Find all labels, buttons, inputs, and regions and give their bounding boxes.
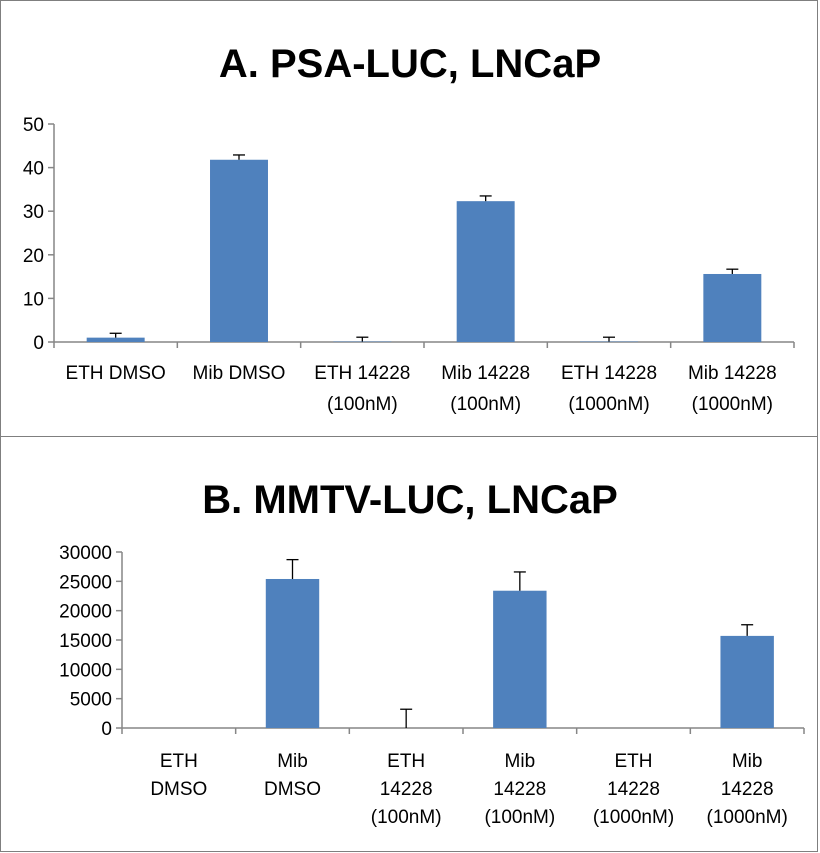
category-label: ETH 14228 bbox=[561, 363, 657, 384]
y-tick-label: 0 bbox=[33, 333, 44, 354]
category-label: ETH DMSO bbox=[66, 363, 166, 384]
bar bbox=[266, 579, 319, 728]
mmtv-luc-chart: B. MMTV-LUC, LNCaP 0 5000 10000 15000 20000 2… bbox=[1, 437, 819, 853]
y-tick-label: 20000 bbox=[59, 602, 112, 623]
category-label: Mib 14228 bbox=[441, 363, 530, 384]
bar bbox=[210, 160, 268, 342]
y-tick-label: 50 bbox=[23, 115, 44, 136]
y-tick-label: 30000 bbox=[59, 543, 112, 564]
y-tick-label: 10 bbox=[23, 289, 44, 310]
y-tick-label: 5000 bbox=[70, 690, 112, 711]
chart-title: A. PSA-LUC, LNCaP bbox=[219, 42, 601, 86]
category-label: Mib bbox=[277, 751, 308, 772]
y-tick-label: 25000 bbox=[59, 572, 112, 593]
bar bbox=[87, 338, 145, 342]
category-label: (1000nM) bbox=[593, 807, 674, 828]
y-tick-label: 40 bbox=[23, 159, 44, 180]
category-label: ETH bbox=[387, 751, 425, 772]
bar bbox=[457, 201, 515, 342]
y-tick-label: 0 bbox=[101, 719, 112, 740]
bar bbox=[703, 274, 761, 342]
category-label: (100nM) bbox=[484, 807, 555, 828]
chart-panel-mmtv-luc: B. MMTV-LUC, LNCaP 0 5000 10000 15000 20000 2… bbox=[0, 436, 818, 852]
category-label: (1000nM) bbox=[568, 394, 649, 415]
category-label: ETH bbox=[615, 751, 653, 772]
category-label: DMSO bbox=[150, 779, 207, 800]
category-label: ETH 14228 bbox=[314, 363, 410, 384]
category-label: (1000nM) bbox=[707, 807, 788, 828]
category-label: Mib bbox=[732, 751, 763, 772]
y-tick-label: 30 bbox=[23, 202, 44, 223]
psa-luc-chart: A. PSA-LUC, LNCaP 0 10 20 30 40 50 ETH DMSO Mib… bbox=[1, 1, 819, 438]
category-label: DMSO bbox=[264, 779, 321, 800]
category-label: Mib 14228 bbox=[688, 363, 777, 384]
y-tick-label: 15000 bbox=[59, 631, 112, 652]
category-label: Mib DMSO bbox=[193, 363, 286, 384]
category-label: 14228 bbox=[721, 779, 774, 800]
category-label: (100nM) bbox=[450, 394, 521, 415]
category-label: 14228 bbox=[607, 779, 660, 800]
category-label: 14228 bbox=[493, 779, 546, 800]
y-tick-label: 10000 bbox=[59, 660, 112, 681]
category-label: (100nM) bbox=[371, 807, 442, 828]
category-label: 14228 bbox=[380, 779, 433, 800]
y-tick-label: 20 bbox=[23, 246, 44, 267]
category-label: (1000nM) bbox=[692, 394, 773, 415]
category-label: ETH bbox=[160, 751, 198, 772]
bar bbox=[720, 636, 773, 728]
chart-panel-psa-luc: A. PSA-LUC, LNCaP 0 10 20 30 40 50 ETH DMSO Mib… bbox=[0, 0, 818, 437]
category-label: (100nM) bbox=[327, 394, 398, 415]
bar bbox=[493, 591, 546, 728]
category-label: Mib bbox=[505, 751, 536, 772]
chart-title: B. MMTV-LUC, LNCaP bbox=[202, 478, 618, 522]
